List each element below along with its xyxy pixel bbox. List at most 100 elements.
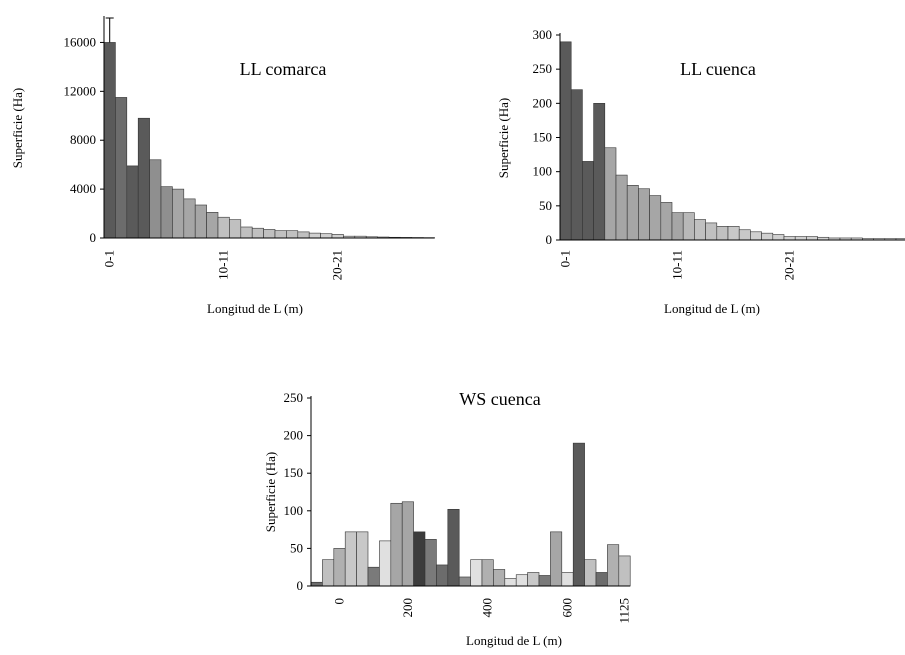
x-tick-label: 600 bbox=[560, 598, 575, 618]
bar bbox=[570, 89, 583, 241]
y-tick-label: 250 bbox=[284, 390, 304, 405]
bar bbox=[240, 226, 253, 239]
x-tick-label: 20-21 bbox=[330, 250, 345, 280]
bar bbox=[538, 575, 551, 587]
y-axis-label: Superficie (Ha) bbox=[496, 98, 511, 179]
chart-title: LL comarca bbox=[240, 59, 327, 79]
x-tick-label: 0-1 bbox=[558, 250, 573, 267]
y-tick-label: 0 bbox=[297, 578, 304, 593]
chart-2: 0 50 100 150 200 250 300 0-1 10-11 20-21 LL cuenca… bbox=[496, 27, 905, 316]
bar bbox=[582, 161, 594, 241]
bar bbox=[604, 147, 617, 241]
y-tick-label: 150 bbox=[533, 130, 553, 145]
bar bbox=[750, 231, 762, 241]
bar bbox=[716, 226, 729, 241]
y-tick-label: 100 bbox=[284, 503, 304, 518]
bar bbox=[493, 569, 506, 587]
bar bbox=[251, 227, 264, 239]
bar bbox=[727, 226, 740, 241]
bar bbox=[595, 572, 608, 587]
y-tick-label: 100 bbox=[533, 164, 553, 179]
x-tick-label: 20-21 bbox=[782, 250, 797, 280]
x-tick-label: 10-11 bbox=[216, 250, 231, 280]
y-axis-label: Superficie (Ha) bbox=[263, 452, 278, 533]
y-tick-label: 12000 bbox=[64, 83, 97, 98]
x-axis-label: Longitud de L (m) bbox=[207, 301, 303, 316]
x-tick-label: 0 bbox=[332, 598, 347, 605]
bar bbox=[126, 165, 139, 239]
bar bbox=[447, 508, 460, 587]
chart-1: 0 4000 8000 12000 16000 0-1 10-11 20-21 LL comar… bbox=[10, 16, 435, 316]
bar bbox=[671, 212, 684, 241]
bar bbox=[738, 229, 751, 241]
y-tick-label: 200 bbox=[284, 428, 304, 443]
bar bbox=[263, 229, 276, 239]
chart-3: 0 50 100 150 200 250 0 200 400 600 1125 WS cuenca Lo… bbox=[263, 389, 632, 648]
x-tick-label: 0-1 bbox=[102, 250, 117, 267]
bar bbox=[172, 188, 185, 239]
bar bbox=[297, 231, 310, 239]
bar bbox=[274, 230, 287, 239]
y-tick-label: 300 bbox=[533, 27, 553, 42]
bar bbox=[424, 539, 437, 587]
bar bbox=[615, 174, 628, 241]
bar bbox=[550, 531, 563, 587]
bar bbox=[593, 103, 606, 241]
y-tick-label: 50 bbox=[290, 540, 303, 555]
y-axis-label: Superficie (Ha) bbox=[10, 88, 25, 169]
bar bbox=[794, 236, 807, 241]
bar bbox=[149, 159, 162, 239]
chart-title: WS cuenca bbox=[459, 389, 540, 409]
y-tick-label: 0 bbox=[90, 230, 97, 245]
bar bbox=[401, 501, 414, 587]
bar bbox=[331, 234, 344, 239]
x-tick-label: 400 bbox=[480, 598, 495, 618]
bar bbox=[322, 559, 335, 587]
bar bbox=[705, 222, 718, 241]
bar bbox=[572, 442, 585, 587]
bar bbox=[183, 198, 196, 239]
bar bbox=[481, 559, 494, 587]
bar bbox=[561, 572, 574, 587]
y-tick-label: 150 bbox=[284, 465, 304, 480]
x-tick-label: 10-11 bbox=[670, 250, 685, 280]
y-tick-label: 4000 bbox=[70, 181, 96, 196]
bar bbox=[310, 581, 323, 587]
bar bbox=[320, 233, 333, 239]
x-axis-label: Longitud de L (m) bbox=[664, 301, 760, 316]
bar bbox=[115, 97, 128, 239]
bar bbox=[137, 117, 150, 239]
bar bbox=[527, 572, 540, 587]
bar bbox=[470, 559, 483, 587]
bar bbox=[638, 188, 650, 241]
bar bbox=[660, 202, 673, 241]
bar bbox=[559, 41, 572, 241]
bar bbox=[458, 576, 471, 587]
bar bbox=[413, 531, 426, 587]
bar bbox=[286, 230, 299, 239]
bar bbox=[761, 232, 774, 241]
bar bbox=[308, 232, 321, 239]
bar bbox=[772, 234, 785, 241]
bar bbox=[367, 566, 380, 587]
y-tick-label: 250 bbox=[533, 61, 553, 76]
bar bbox=[194, 204, 207, 239]
bar bbox=[217, 216, 230, 239]
bar bbox=[103, 42, 116, 239]
bar bbox=[682, 212, 695, 241]
bar bbox=[504, 578, 517, 587]
x-tick-label: 1125 bbox=[617, 598, 632, 624]
bar bbox=[160, 186, 173, 239]
bar bbox=[229, 219, 242, 239]
bar bbox=[694, 219, 706, 241]
y-tick-label: 50 bbox=[539, 198, 552, 213]
x-axis-label: Longitud de L (m) bbox=[466, 633, 562, 648]
bar bbox=[206, 212, 219, 239]
bar bbox=[626, 185, 639, 241]
bar bbox=[806, 236, 818, 241]
bar bbox=[333, 548, 346, 587]
chart-title: LL cuenca bbox=[680, 59, 756, 79]
bar bbox=[649, 195, 662, 241]
bar bbox=[356, 531, 369, 587]
